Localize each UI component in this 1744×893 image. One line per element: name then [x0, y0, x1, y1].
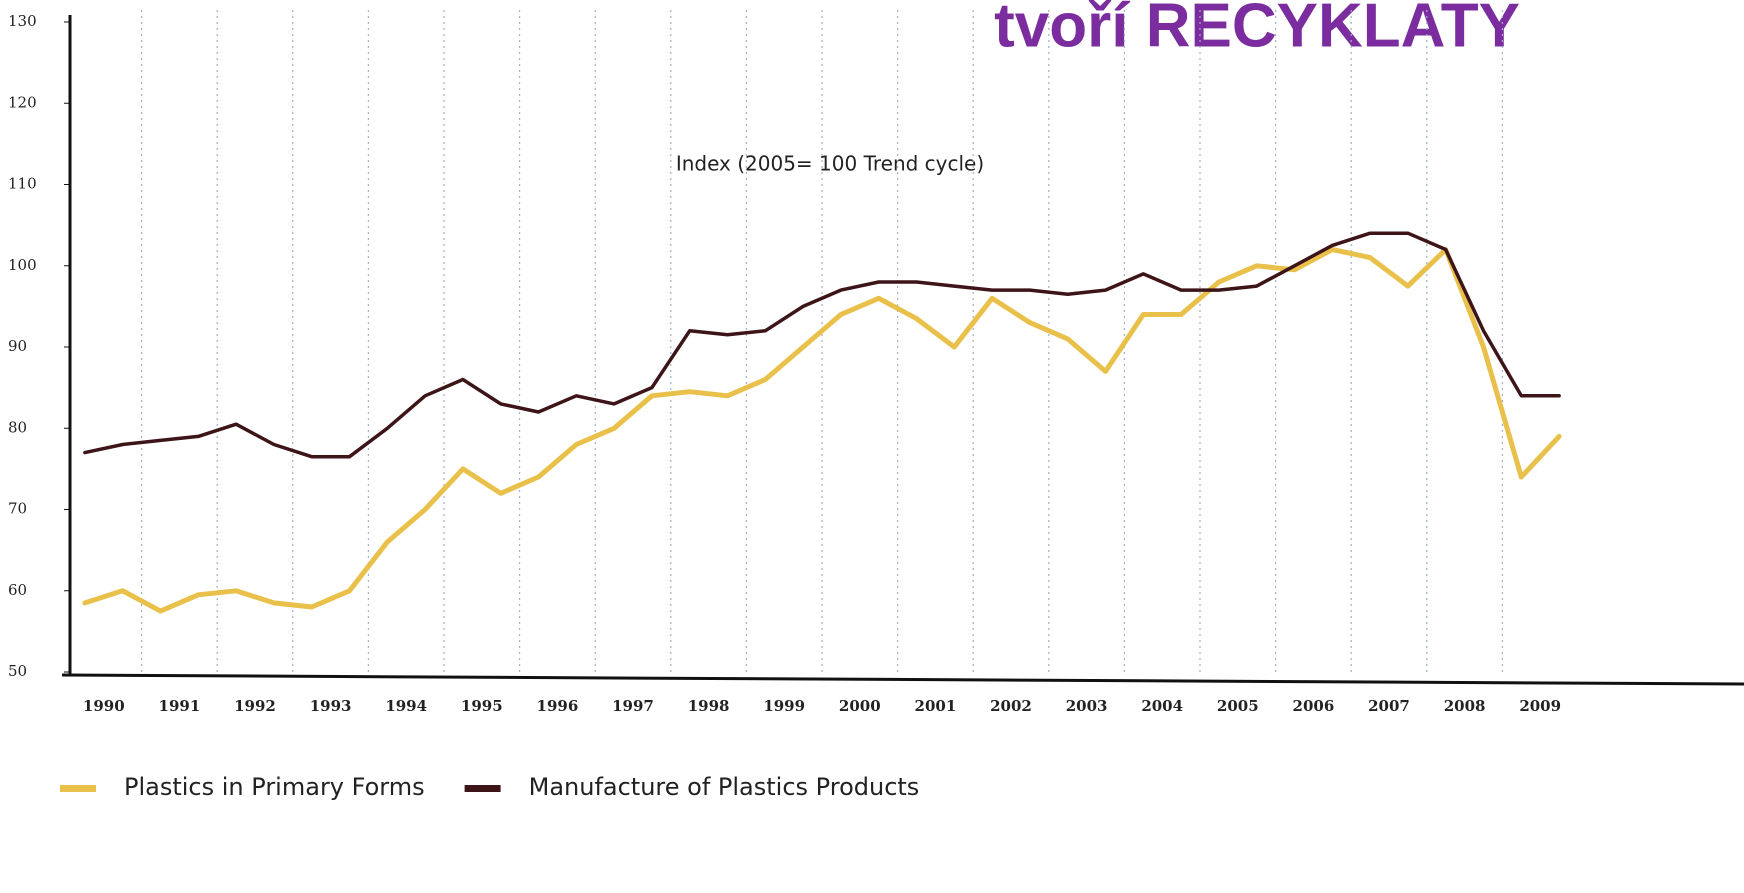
x-tick-label: 1995	[461, 697, 503, 715]
x-tick-label: 1996	[537, 697, 579, 715]
x-tick-label: 2008	[1444, 697, 1486, 715]
x-tick-label: 2000	[839, 697, 881, 715]
legend-label: Plastics in Primary Forms	[124, 773, 425, 801]
y-tick-label: 80	[8, 418, 27, 436]
x-tick-label: 1992	[234, 697, 276, 715]
x-tick-label: 1998	[688, 697, 730, 715]
x-tick-label: 2005	[1217, 697, 1259, 715]
y-tick-label: 120	[8, 93, 37, 111]
x-tick-label: 1999	[763, 697, 805, 715]
legend-label: Manufacture of Plastics Products	[529, 773, 920, 801]
x-tick-label: 1994	[385, 697, 427, 715]
x-tick-label: 2009	[1519, 697, 1561, 715]
x-tick-label: 1993	[310, 697, 352, 715]
x-tick-label: 2006	[1293, 697, 1335, 715]
y-tick-label: 100	[8, 256, 37, 274]
series-line	[83, 231, 1561, 459]
y-tick-label: 60	[8, 581, 27, 599]
x-tick-label: 1991	[159, 697, 201, 715]
y-tick-label: 110	[8, 175, 37, 193]
x-tick-label: 1990	[83, 697, 125, 715]
y-tick-label: 90	[8, 337, 27, 355]
y-tick-label: 50	[8, 662, 27, 680]
legend-swatch	[60, 785, 96, 792]
legend-swatch	[464, 785, 501, 792]
chart-title: tvoří RECYKLATY	[994, 0, 1520, 60]
series-line	[82, 247, 1562, 614]
y-tick-label: 130	[8, 12, 37, 30]
x-tick-label: 2004	[1141, 697, 1183, 715]
x-axis	[61, 673, 1744, 686]
x-tick-label: 1997	[612, 697, 654, 715]
x-tick-label: 2002	[990, 697, 1032, 715]
y-tick-label: 70	[8, 500, 27, 518]
x-tick-label: 2007	[1368, 697, 1410, 715]
x-tick-label: 2003	[1066, 697, 1108, 715]
x-tick-label: 2001	[915, 697, 957, 715]
annotation: Index (2005= 100 Trend cycle)	[676, 152, 984, 176]
